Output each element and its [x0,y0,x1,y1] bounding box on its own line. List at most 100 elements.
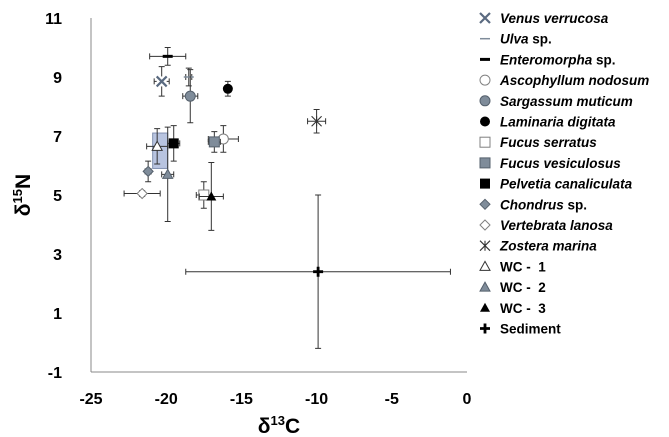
data-point-circle-grey [182,69,199,124]
legend-item: Laminaria digitata [480,115,616,130]
legend-item: Enteromorpha sp. [480,52,616,67]
legend-marker-circle-grey [479,95,491,107]
data-point-x-box [153,66,170,97]
legend-label: Sargassum muticum [500,94,633,109]
legend-marker-diamond-grey [479,198,491,211]
legend-marker-circle-open [479,74,491,86]
legend-label: Fucus vesiculosus [500,156,621,171]
legend-label: Fucus serratus [500,135,597,150]
x-tick-label: 0 [463,391,472,408]
axes [90,18,467,373]
legend-label-plain: sp. [564,197,587,212]
legend-label: Laminaria digitata [500,115,616,130]
legend-label: Venus verrucosa [500,11,609,26]
y-tick-labels: -1 1 3 5 7 9 11 [45,11,62,382]
legend-label-italic: Fucus vesiculosus [500,156,621,171]
y-tick-label: 3 [53,247,62,264]
legend-label-italic: Venus verrucosa [500,11,609,26]
legend-item: Fucus vesiculosus [479,156,621,171]
x-tick-labels: -25 -20 -15 -10 -5 0 [79,391,471,408]
y-tick-label: -1 [48,365,62,382]
legend-item: Fucus serratus [479,135,597,150]
legend-label-italic: Laminaria digitata [500,115,616,130]
data-point-square-black [167,125,181,162]
legend-label-italic: Enteromorpha [500,52,593,67]
y-tick-label: 11 [45,11,62,28]
legend-label: Vertebrata lanosa [500,218,613,233]
x-tick-label: -10 [305,391,328,408]
legend-label-italic: Ascophyllum nodosum [499,73,649,88]
legend-label-plain: WC - 3 [500,301,546,316]
data-point-bar [149,47,187,66]
data-point-diamond-open [123,187,161,200]
data-point-circle-black [222,80,233,97]
legend-label-plain: WC - 2 [500,280,546,295]
legend-label: WC - 1 [500,259,546,274]
data-point-cross [185,194,451,349]
legend-marker-asterisk [479,240,491,252]
legend-item: Vertebrata lanosa [479,218,613,233]
legend-marker-square-grey [479,157,491,169]
legend-label: Pelvetia canaliculata [500,177,633,192]
data-point-square-grey [207,131,221,153]
data-point-triangle-black [198,162,224,231]
legend-marker-square-black [480,178,490,189]
legend-item: Zostera marina [479,239,597,254]
x-tick-label: -25 [79,391,102,408]
data-point-asterisk [307,108,327,134]
legend-marker-x-box [479,12,491,24]
data-point-triangle-open [146,128,169,165]
legend-item: Ulva sp. [480,32,552,47]
legend-marker-square-open [479,136,491,148]
legend-marker-cross [480,323,490,334]
legend-label: WC - 2 [500,280,546,295]
legend-label-italic: Pelvetia canaliculata [500,177,633,192]
legend-item: Ascophyllum nodosum [479,73,649,88]
legend-item: Venus verrucosa [479,11,609,26]
legend-label: Enteromorpha sp. [500,52,616,67]
plot-area [123,47,451,349]
y-axis-label: δ15N [10,174,35,216]
legend-label: Chondrus sp. [500,197,587,212]
legend-marker-diamond-open [479,219,491,231]
legend-marker-triangle-open [479,260,491,271]
y-tick-label: 5 [53,188,62,205]
legend-label: WC - 3 [500,301,546,316]
legend-item: WC - 1 [479,259,546,274]
legend-marker-triangle-black [480,302,490,312]
legend-label: Ulva sp. [500,32,552,47]
x-tick-label: -20 [155,391,178,408]
data-point-triangle-grey [161,126,175,223]
legend-label-plain: WC - 1 [500,259,546,274]
legend-item: Sediment [480,322,561,337]
legend-label: Zostera marina [499,239,597,254]
legend-item: Chondrus sp. [479,197,587,212]
data-point-circle-open [207,125,239,153]
legend-label-italic: Fucus serratus [500,135,597,150]
legend-marker-circle-black [480,116,490,127]
x-axis-label: δ13C [258,413,300,437]
legend-label: Sediment [500,322,561,337]
y-tick-label: 1 [53,306,62,323]
data-point-dash [183,67,194,87]
data-point-square-open [195,181,212,209]
y-tick-label: 7 [53,129,62,146]
legend-label-italic: Ulva [500,32,529,47]
x-tick-label: -15 [230,391,253,408]
legend-item: WC - 2 [479,280,546,295]
legend-label-italic: Chondrus [500,197,564,212]
legend-label-plain: Sediment [500,322,561,337]
legend-item: Pelvetia canaliculata [480,177,633,192]
legend-label-italic: Zostera marina [499,239,597,254]
legend-label-plain: sp. [529,32,552,47]
legend-label-italic: Sargassum muticum [500,94,633,109]
y-tick-label: 9 [53,70,62,87]
legend-item: Sargassum muticum [479,94,633,109]
data-point-diamond-grey [142,160,154,183]
legend-label-italic: Vertebrata lanosa [500,218,613,233]
legend-item: WC - 3 [480,301,546,316]
legend-label-plain: sp. [592,52,615,67]
legend-label: Ascophyllum nodosum [499,73,649,88]
